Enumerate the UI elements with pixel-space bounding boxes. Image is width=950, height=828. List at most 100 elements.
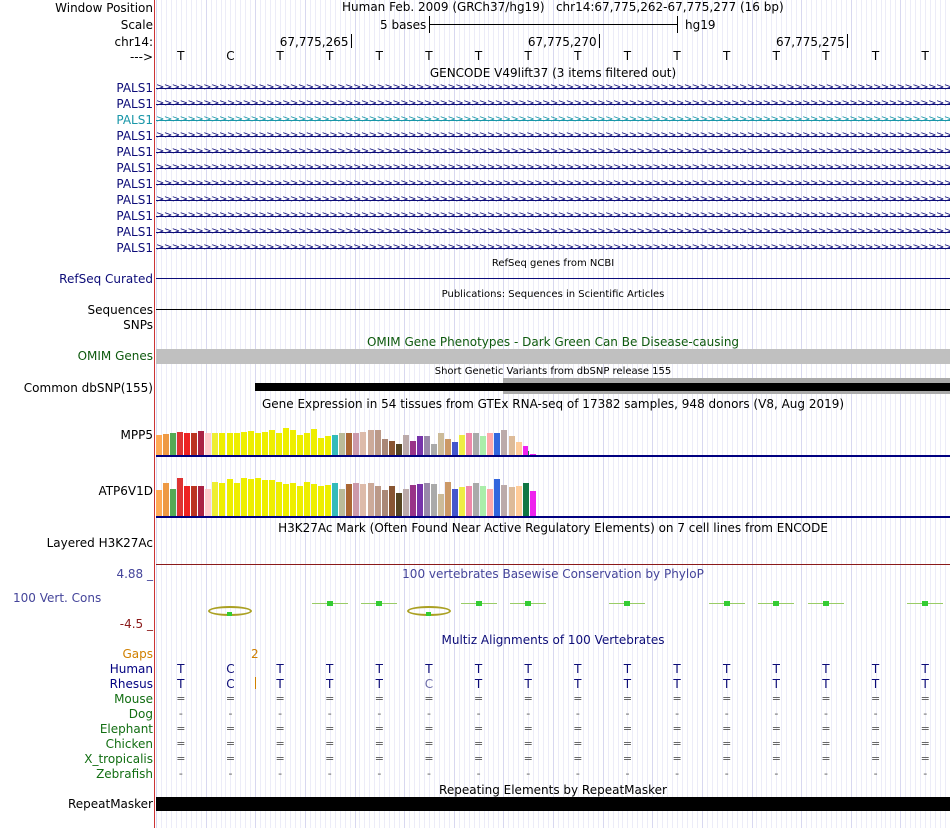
gtex-bar[interactable]: [487, 488, 494, 516]
snps-label[interactable]: SNPs: [123, 318, 153, 332]
gene-line[interactable]: [156, 216, 950, 217]
gtex-bar[interactable]: [423, 483, 430, 516]
gtex-bar[interactable]: [508, 487, 515, 516]
gtex-bar[interactable]: [388, 440, 395, 455]
gtex-bar[interactable]: [501, 485, 508, 516]
omim-bar[interactable]: [156, 349, 950, 364]
species-label-dog[interactable]: Dog: [128, 707, 153, 721]
gtex-bar[interactable]: [339, 488, 346, 516]
gtex-bar[interactable]: [459, 487, 466, 516]
species-label-x_tropicalis[interactable]: X_tropicalis: [84, 752, 153, 766]
gtex-bar[interactable]: [388, 485, 395, 516]
gtex-gene-label-atp6v1d[interactable]: ATP6V1D: [98, 484, 153, 498]
gtex-bar[interactable]: [416, 436, 423, 455]
gtex-bar[interactable]: [289, 429, 296, 455]
gtex-bar[interactable]: [522, 446, 528, 455]
h3k27-label[interactable]: Layered H3K27Ac: [46, 536, 153, 550]
gtex-bar[interactable]: [226, 432, 233, 455]
gtex-bar[interactable]: [318, 485, 325, 516]
gene-line[interactable]: [156, 248, 950, 249]
gtex-bar[interactable]: [247, 430, 254, 455]
gtex-bar[interactable]: [374, 430, 381, 455]
gtex-bar[interactable]: [402, 434, 409, 455]
repeatmasker-bar[interactable]: [156, 797, 950, 811]
gtex-bar[interactable]: [466, 485, 473, 516]
gtex-bar[interactable]: [163, 483, 170, 516]
gtex-bar[interactable]: [487, 433, 494, 455]
gtex-bar[interactable]: [459, 434, 466, 455]
gene-label-pals1[interactable]: PALS1: [116, 129, 153, 143]
position-label[interactable]: 67,775,270: [527, 35, 597, 49]
gtex-bar[interactable]: [297, 485, 304, 516]
gene-line[interactable]: [156, 120, 950, 121]
gtex-bar[interactable]: [261, 431, 268, 455]
gene-line[interactable]: [156, 88, 950, 89]
species-label-zebrafish[interactable]: Zebrafish: [96, 767, 153, 781]
position-label[interactable]: 67,775,265: [279, 35, 349, 49]
gtex-bar[interactable]: [156, 434, 163, 455]
gtex-bar[interactable]: [282, 428, 289, 455]
gtex-bar[interactable]: [346, 432, 353, 455]
gtex-bar[interactable]: [311, 484, 318, 516]
gtex-bar[interactable]: [346, 484, 353, 516]
assembly-title[interactable]: Human Feb. 2009 (GRCh37/hg19) chr14:67,7…: [342, 0, 784, 14]
gene-label-pals1[interactable]: PALS1: [116, 81, 153, 95]
gene-label-pals1[interactable]: PALS1: [116, 193, 153, 207]
gtex-bar[interactable]: [381, 439, 388, 455]
gene-label-pals1[interactable]: PALS1: [116, 161, 153, 175]
gtex-bar[interactable]: [409, 440, 416, 455]
gtex-bar[interactable]: [318, 437, 325, 455]
gene-label-pals1[interactable]: PALS1: [116, 145, 153, 159]
gtex-bar[interactable]: [480, 436, 487, 455]
gene-line[interactable]: [156, 136, 950, 137]
cons-label[interactable]: 100 Vert. Cons: [13, 591, 102, 605]
gtex-bar[interactable]: [466, 433, 473, 455]
gtex-bar[interactable]: [430, 484, 437, 516]
gene-label-pals1[interactable]: PALS1: [116, 97, 153, 111]
gtex-bar[interactable]: [515, 485, 522, 516]
gtex-bar[interactable]: [445, 439, 452, 455]
gtex-bar[interactable]: [430, 443, 437, 455]
gtex-bar[interactable]: [494, 478, 501, 516]
gtex-bar[interactable]: [360, 484, 367, 516]
gene-line[interactable]: [156, 184, 950, 185]
gtex-bar[interactable]: [268, 430, 275, 455]
gtex-bar[interactable]: [529, 491, 536, 516]
gtex-bar[interactable]: [177, 431, 184, 455]
gtex-bar[interactable]: [480, 485, 487, 516]
species-label-chicken[interactable]: Chicken: [105, 737, 153, 751]
gtex-bar[interactable]: [289, 483, 296, 516]
gene-line[interactable]: [156, 168, 950, 169]
gtex-bar[interactable]: [170, 488, 177, 516]
sequences-line[interactable]: [156, 309, 950, 310]
gtex-bar[interactable]: [205, 488, 212, 516]
gtex-bar[interactable]: [438, 494, 445, 516]
gtex-bar[interactable]: [508, 436, 515, 455]
gene-label-pals1[interactable]: PALS1: [116, 177, 153, 191]
species-label-elephant[interactable]: Elephant: [99, 722, 153, 736]
gtex-gene-label-mpp5[interactable]: MPP5: [120, 428, 153, 442]
gene-line[interactable]: [156, 232, 950, 233]
gtex-bar[interactable]: [360, 431, 367, 455]
gtex-bar[interactable]: [282, 484, 289, 516]
gene-label-pals1[interactable]: PALS1: [116, 225, 153, 239]
gtex-bar[interactable]: [304, 481, 311, 516]
gtex-bar[interactable]: [515, 442, 522, 455]
gtex-bar[interactable]: [438, 433, 445, 455]
gene-label-pals1[interactable]: PALS1: [116, 209, 153, 223]
gtex-bar[interactable]: [325, 436, 332, 455]
gtex-bar[interactable]: [353, 433, 360, 455]
refseq-line[interactable]: [156, 278, 950, 279]
gtex-bar[interactable]: [304, 432, 311, 455]
gtex-bar[interactable]: [332, 483, 339, 516]
gtex-bar[interactable]: [191, 432, 198, 455]
gtex-bar[interactable]: [353, 483, 360, 516]
gtex-bar[interactable]: [163, 433, 170, 455]
gtex-bar[interactable]: [325, 485, 332, 516]
gtex-bar[interactable]: [254, 477, 261, 516]
gtex-bar[interactable]: [452, 442, 459, 455]
gtex-bar[interactable]: [247, 478, 254, 516]
gtex-bar[interactable]: [409, 485, 416, 516]
gtex-bar[interactable]: [402, 488, 409, 516]
gtex-bar[interactable]: [240, 431, 247, 455]
